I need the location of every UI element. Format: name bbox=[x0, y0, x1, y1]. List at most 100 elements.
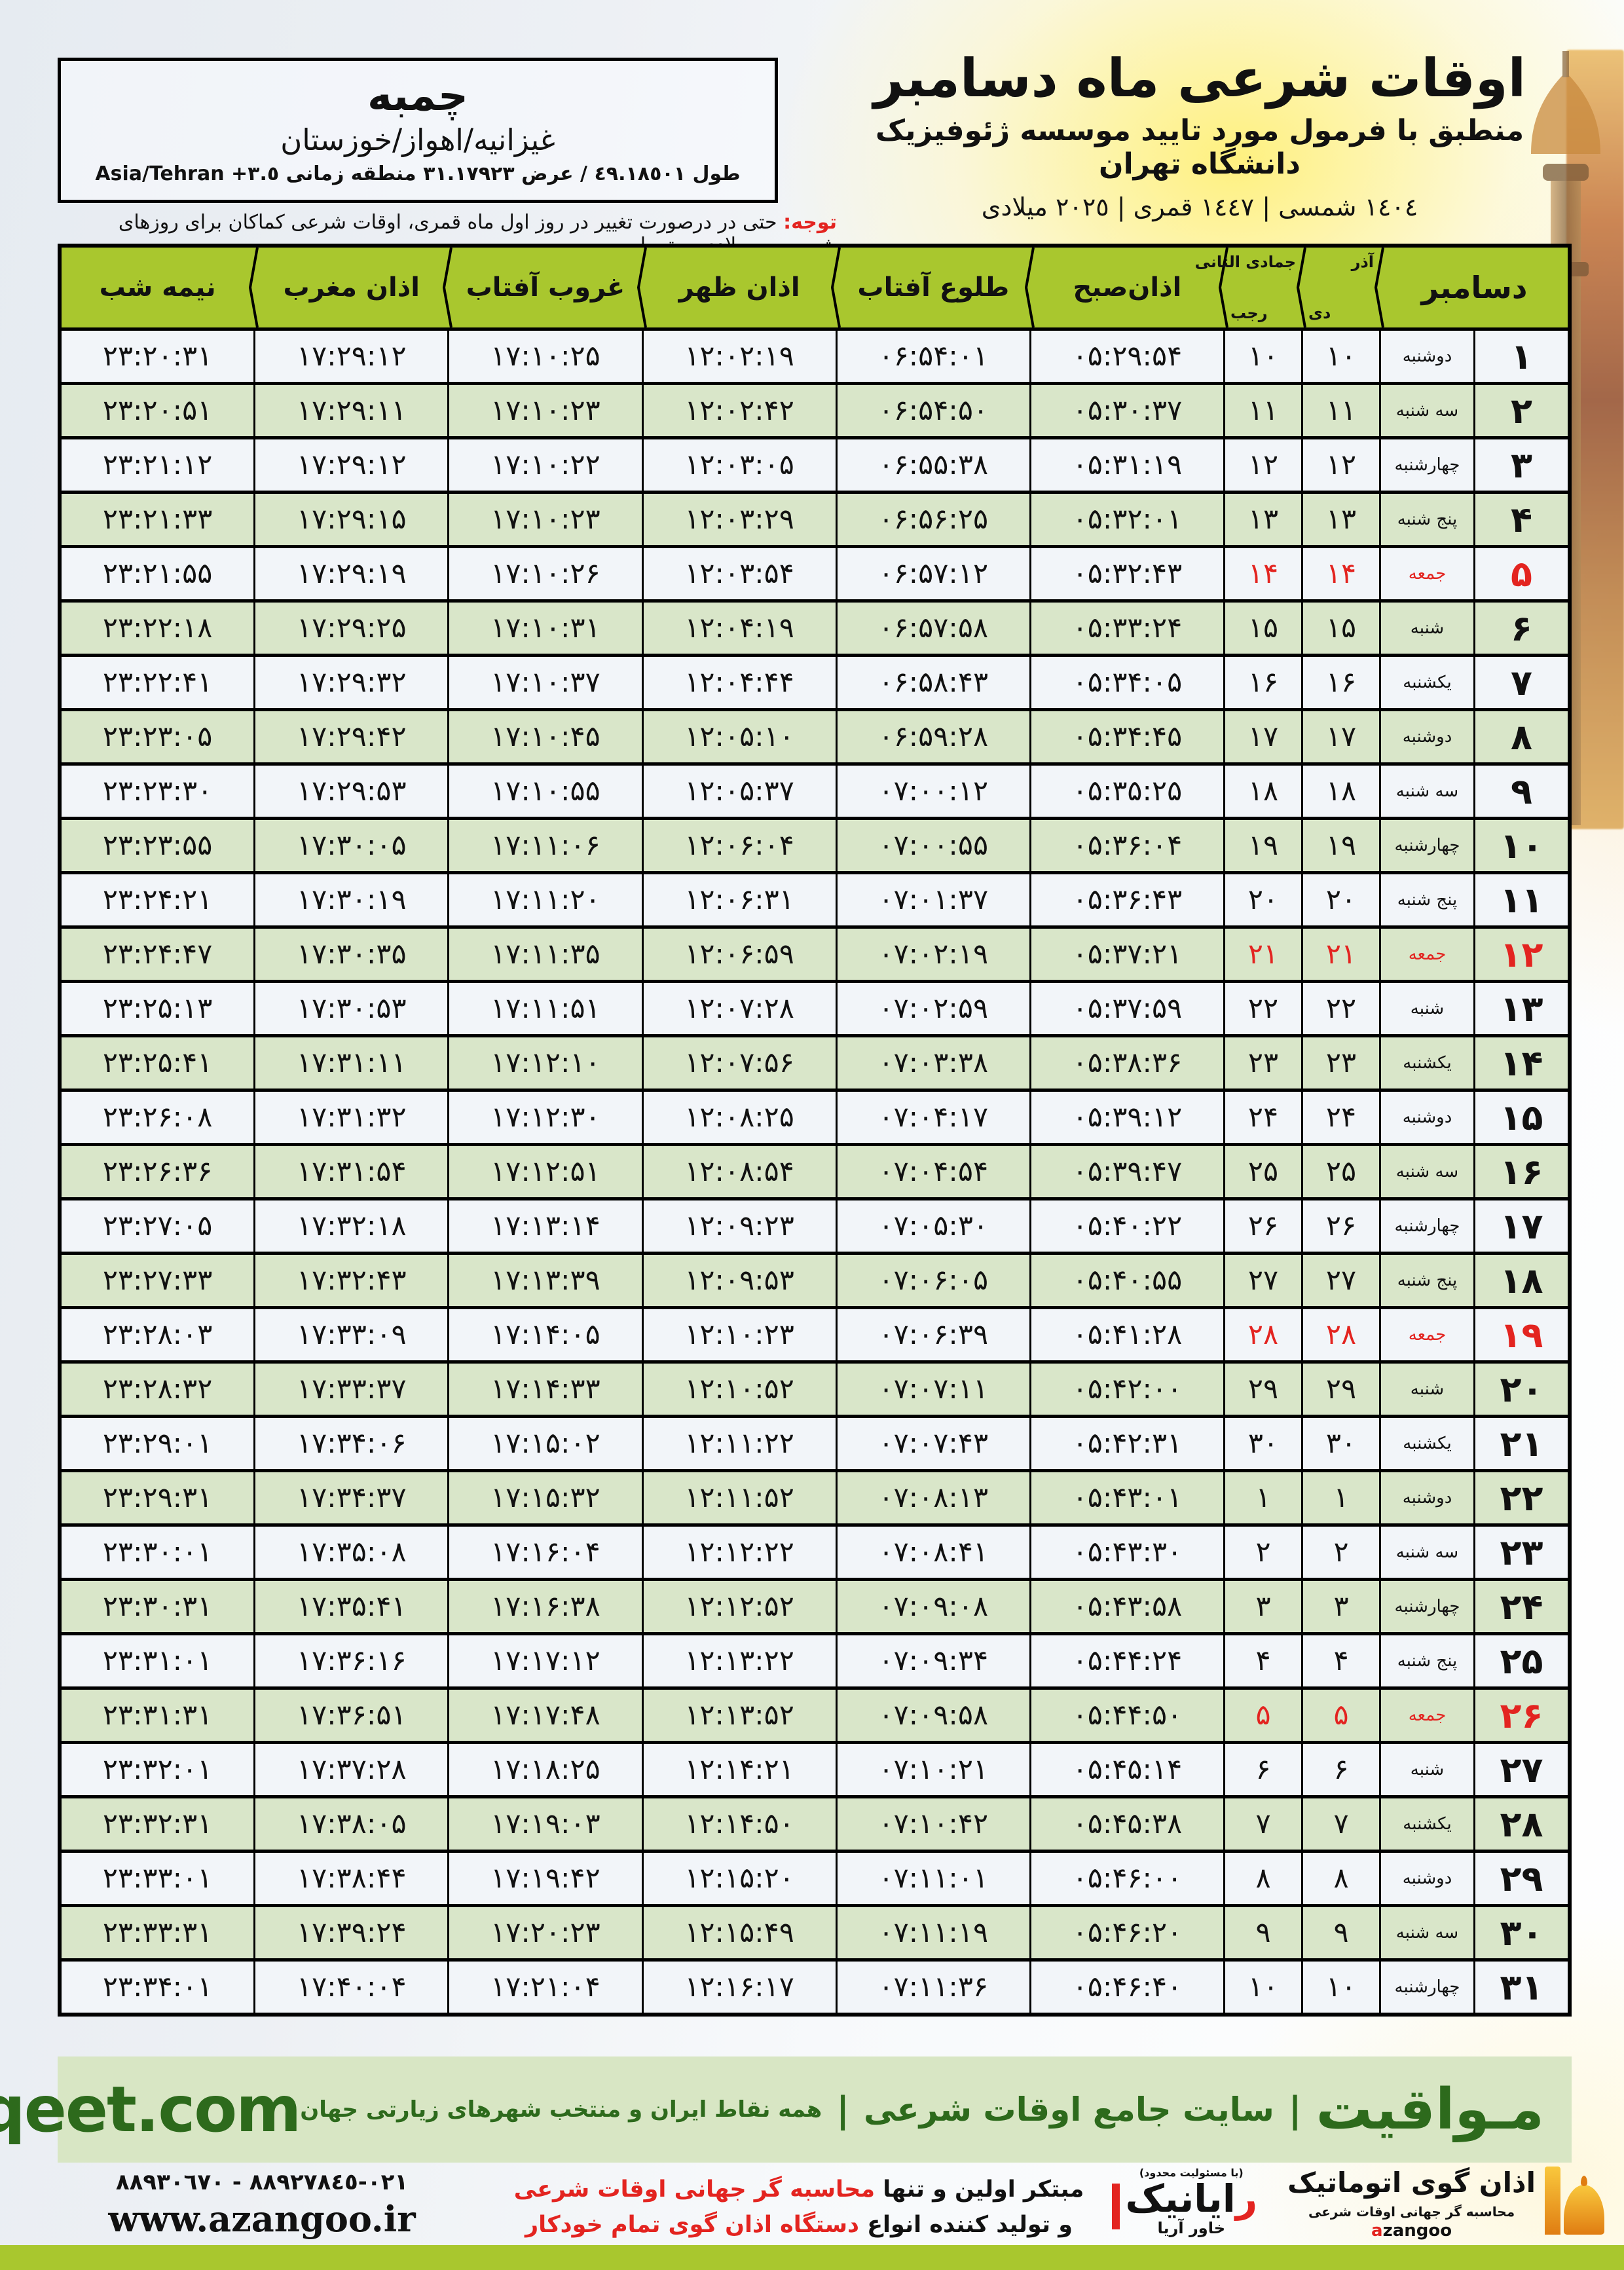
fajr-time: ۰۵:۳۵:۲۵ bbox=[1031, 766, 1223, 817]
fajr-time: ۰۵:۴۲:۰۰ bbox=[1031, 1364, 1223, 1415]
timezone: Asia/Tehran +٣.٥ bbox=[95, 162, 280, 185]
sunset-time: ۱۷:۱۰:۲۵ bbox=[449, 331, 642, 382]
persian-month-day: ۳ bbox=[1303, 1581, 1379, 1632]
december-day-number: ۸ bbox=[1475, 711, 1568, 762]
december-day-number: ۷ bbox=[1475, 657, 1568, 708]
december-day-number: ۲۸ bbox=[1475, 1798, 1568, 1850]
sunrise-time: ۰۶:۵۴:۰۱ bbox=[837, 331, 1029, 382]
midnight-time: ۲۳:۲۰:۵۱ bbox=[62, 385, 254, 436]
sunset-time: ۱۷:۱۰:۲۳ bbox=[449, 494, 642, 545]
weekday-name: دوشنبه bbox=[1381, 331, 1473, 382]
bottom-strip: ٠٢١-٨٨٩٢٧٨٤٥ - ٨٨٩٣٠٦٧٠ www.azangoo.ir م… bbox=[0, 2165, 1624, 2270]
fajr-time: ۰۵:۴۳:۰۱ bbox=[1031, 1472, 1223, 1523]
coordinates-fa: طول ٤٩.١٨٥٠١ / عرض ٣١.١٧٩٢٣ منطقه زمانی bbox=[286, 162, 741, 185]
december-day-number: ۹ bbox=[1475, 766, 1568, 817]
december-day-number: ۲۰ bbox=[1475, 1364, 1568, 1415]
lunar-month-day: ۳ bbox=[1225, 1581, 1301, 1632]
sunset-time: ۱۷:۱۲:۱۰ bbox=[449, 1037, 642, 1088]
sunset-time: ۱۷:۱۰:۴۵ bbox=[449, 711, 642, 762]
azangoo-text-block: اذان گوی اتوماتیک محاسبه گر جهانی اوقات … bbox=[1287, 2167, 1536, 2241]
sunrise-time: ۰۶:۵۷:۱۲ bbox=[837, 548, 1029, 599]
dhuhr-time: ۱۲:۱۰:۲۳ bbox=[643, 1309, 836, 1360]
persian-month-day: ۲۹ bbox=[1303, 1364, 1379, 1415]
dhuhr-time: ۱۲:۰۷:۵۶ bbox=[643, 1037, 836, 1088]
maghrib-time: ۱۷:۲۹:۴۲ bbox=[255, 711, 448, 762]
dhuhr-time: ۱۲:۰۲:۴۲ bbox=[643, 385, 836, 436]
midnight-time: ۲۳:۲۵:۴۱ bbox=[62, 1037, 254, 1088]
maghrib-time: ۱۷:۲۹:۱۹ bbox=[255, 548, 448, 599]
header-separator bbox=[1218, 248, 1228, 327]
lunar-month-day: ۱۸ bbox=[1225, 766, 1301, 817]
december-day-number: ۲۵ bbox=[1475, 1635, 1568, 1686]
persian-month-day: ۱۳ bbox=[1303, 494, 1379, 545]
bottom-lime-bar bbox=[0, 2245, 1624, 2270]
persian-month-day: ۲۸ bbox=[1303, 1309, 1379, 1360]
sunrise-time: ۰۷:۰۰:۱۲ bbox=[837, 766, 1029, 817]
persian-month-day: ۱۶ bbox=[1303, 657, 1379, 708]
header-separator bbox=[637, 248, 647, 327]
lunar-month-day: ۱۶ bbox=[1225, 657, 1301, 708]
contact-block: ٠٢١-٨٨٩٢٧٨٤٥ - ٨٨٩٣٠٦٧٠ www.azangoo.ir bbox=[72, 2169, 452, 2240]
dhuhr-time: ۱۲:۰۵:۱۰ bbox=[643, 711, 836, 762]
coordinates-line: طول ٤٩.١٨٥٠١ / عرض ٣١.١٧٩٢٣ منطقه زمانی … bbox=[95, 162, 740, 185]
fajr-time: ۰۵:۳۲:۴۳ bbox=[1031, 548, 1223, 599]
sunrise-time: ۰۷:۰۹:۳۴ bbox=[837, 1635, 1029, 1686]
lunar-month-day: ۱۵ bbox=[1225, 603, 1301, 654]
sunrise-time: ۰۶:۵۹:۲۸ bbox=[837, 711, 1029, 762]
midnight-time: ۲۳:۲۰:۳۱ bbox=[62, 331, 254, 382]
tagline1-red: محاسبه گر جهانی اوقات شرعی bbox=[513, 2176, 876, 2203]
rayanik-rest: ایانیک bbox=[1125, 2176, 1236, 2221]
sunset-time: ۱۷:۱۰:۲۶ bbox=[449, 548, 642, 599]
weekday-name: جمعه bbox=[1381, 548, 1473, 599]
persian-month-day: ۱۸ bbox=[1303, 766, 1379, 817]
maghrib-time: ۱۷:۲۹:۱۲ bbox=[255, 331, 448, 382]
sunset-time: ۱۷:۱۹:۰۳ bbox=[449, 1798, 642, 1850]
midnight-time: ۲۳:۲۴:۲۱ bbox=[62, 874, 254, 925]
persian-month-day: ۲۴ bbox=[1303, 1092, 1379, 1143]
poster-title: اوقات شرعی ماه دسامبر bbox=[873, 48, 1526, 109]
sunset-time: ۱۷:۱۲:۳۰ bbox=[449, 1092, 642, 1143]
mavaqeet-scope: همه نقاط ایران و منتخب شهرهای زیارتی جها… bbox=[300, 2096, 822, 2123]
midnight-time: ۲۳:۲۸:۰۳ bbox=[62, 1309, 254, 1360]
persian-month-day: ۲ bbox=[1303, 1527, 1379, 1578]
weekday-name: سه شنبه bbox=[1381, 766, 1473, 817]
midnight-time: ۲۳:۲۷:۳۳ bbox=[62, 1255, 254, 1306]
prayer-times-table: دسامبر آذر دی جمادی الثانی رجب اذان‌صبح … bbox=[58, 244, 1572, 2017]
lunar-month-day: ۵ bbox=[1225, 1690, 1301, 1741]
december-day-number: ۵ bbox=[1475, 548, 1568, 599]
weekday-name: شنبه bbox=[1381, 1364, 1473, 1415]
persian-month-day: ۴ bbox=[1303, 1635, 1379, 1686]
tagline1-black: مبتکر اولین و تنها bbox=[883, 2176, 1084, 2203]
sunrise-time: ۰۶:۵۸:۴۳ bbox=[837, 657, 1029, 708]
sunrise-time: ۰۷:۰۴:۵۴ bbox=[837, 1146, 1029, 1197]
maghrib-time: ۱۷:۳۹:۲۴ bbox=[255, 1907, 448, 1958]
table-body: ۱ دوشنبه ۱۰ ۱۰ ۰۵:۲۹:۵۴ ۰۶:۵۴:۰۱ ۱۲:۰۲:۱… bbox=[62, 331, 1568, 2013]
website-url: www.azangoo.ir bbox=[108, 2198, 416, 2240]
weekday-name: پنج شنبه bbox=[1381, 874, 1473, 925]
fajr-time: ۰۵:۳۳:۲۴ bbox=[1031, 603, 1223, 654]
rayanik-logo: (با مسئولیت محدود) رایانیک خاور آریا bbox=[1112, 2167, 1257, 2237]
sunset-time: ۱۷:۱۱:۲۰ bbox=[449, 874, 642, 925]
phone-numbers: ٠٢١-٨٨٩٢٧٨٤٥ - ٨٨٩٣٠٦٧٠ bbox=[115, 2169, 409, 2195]
header-separator bbox=[830, 248, 841, 327]
column-header-december: دسامبر bbox=[1381, 248, 1568, 327]
sunset-time: ۱۷:۱۸:۲۵ bbox=[449, 1744, 642, 1795]
dhuhr-time: ۱۲:۰۶:۰۴ bbox=[643, 820, 836, 871]
persian-month-day: ۸ bbox=[1303, 1853, 1379, 1904]
december-day-number: ۱۱ bbox=[1475, 874, 1568, 925]
lunar-month-day: ۳۰ bbox=[1225, 1418, 1301, 1469]
fajr-time: ۰۵:۳۹:۴۷ bbox=[1031, 1146, 1223, 1197]
sunset-time: ۱۷:۱۳:۳۹ bbox=[449, 1255, 642, 1306]
december-day-number: ۲۴ bbox=[1475, 1581, 1568, 1632]
lunar-month-day: ۱ bbox=[1225, 1472, 1301, 1523]
mavaqeet-domain: mavaqeet.com bbox=[0, 2073, 301, 2146]
persian-month-day: ۱۷ bbox=[1303, 711, 1379, 762]
persian-month-day: ۱۴ bbox=[1303, 548, 1379, 599]
persian-month-day: ۱۰ bbox=[1303, 1962, 1379, 2013]
weekday-name: سه شنبه bbox=[1381, 1146, 1473, 1197]
weekday-name: شنبه bbox=[1381, 1744, 1473, 1795]
dhuhr-time: ۱۲:۰۳:۰۵ bbox=[643, 439, 836, 491]
midnight-time: ۲۳:۲۳:۳۰ bbox=[62, 766, 254, 817]
dhuhr-time: ۱۲:۰۹:۵۳ bbox=[643, 1255, 836, 1306]
sunrise-time: ۰۷:۱۱:۱۹ bbox=[837, 1907, 1029, 1958]
